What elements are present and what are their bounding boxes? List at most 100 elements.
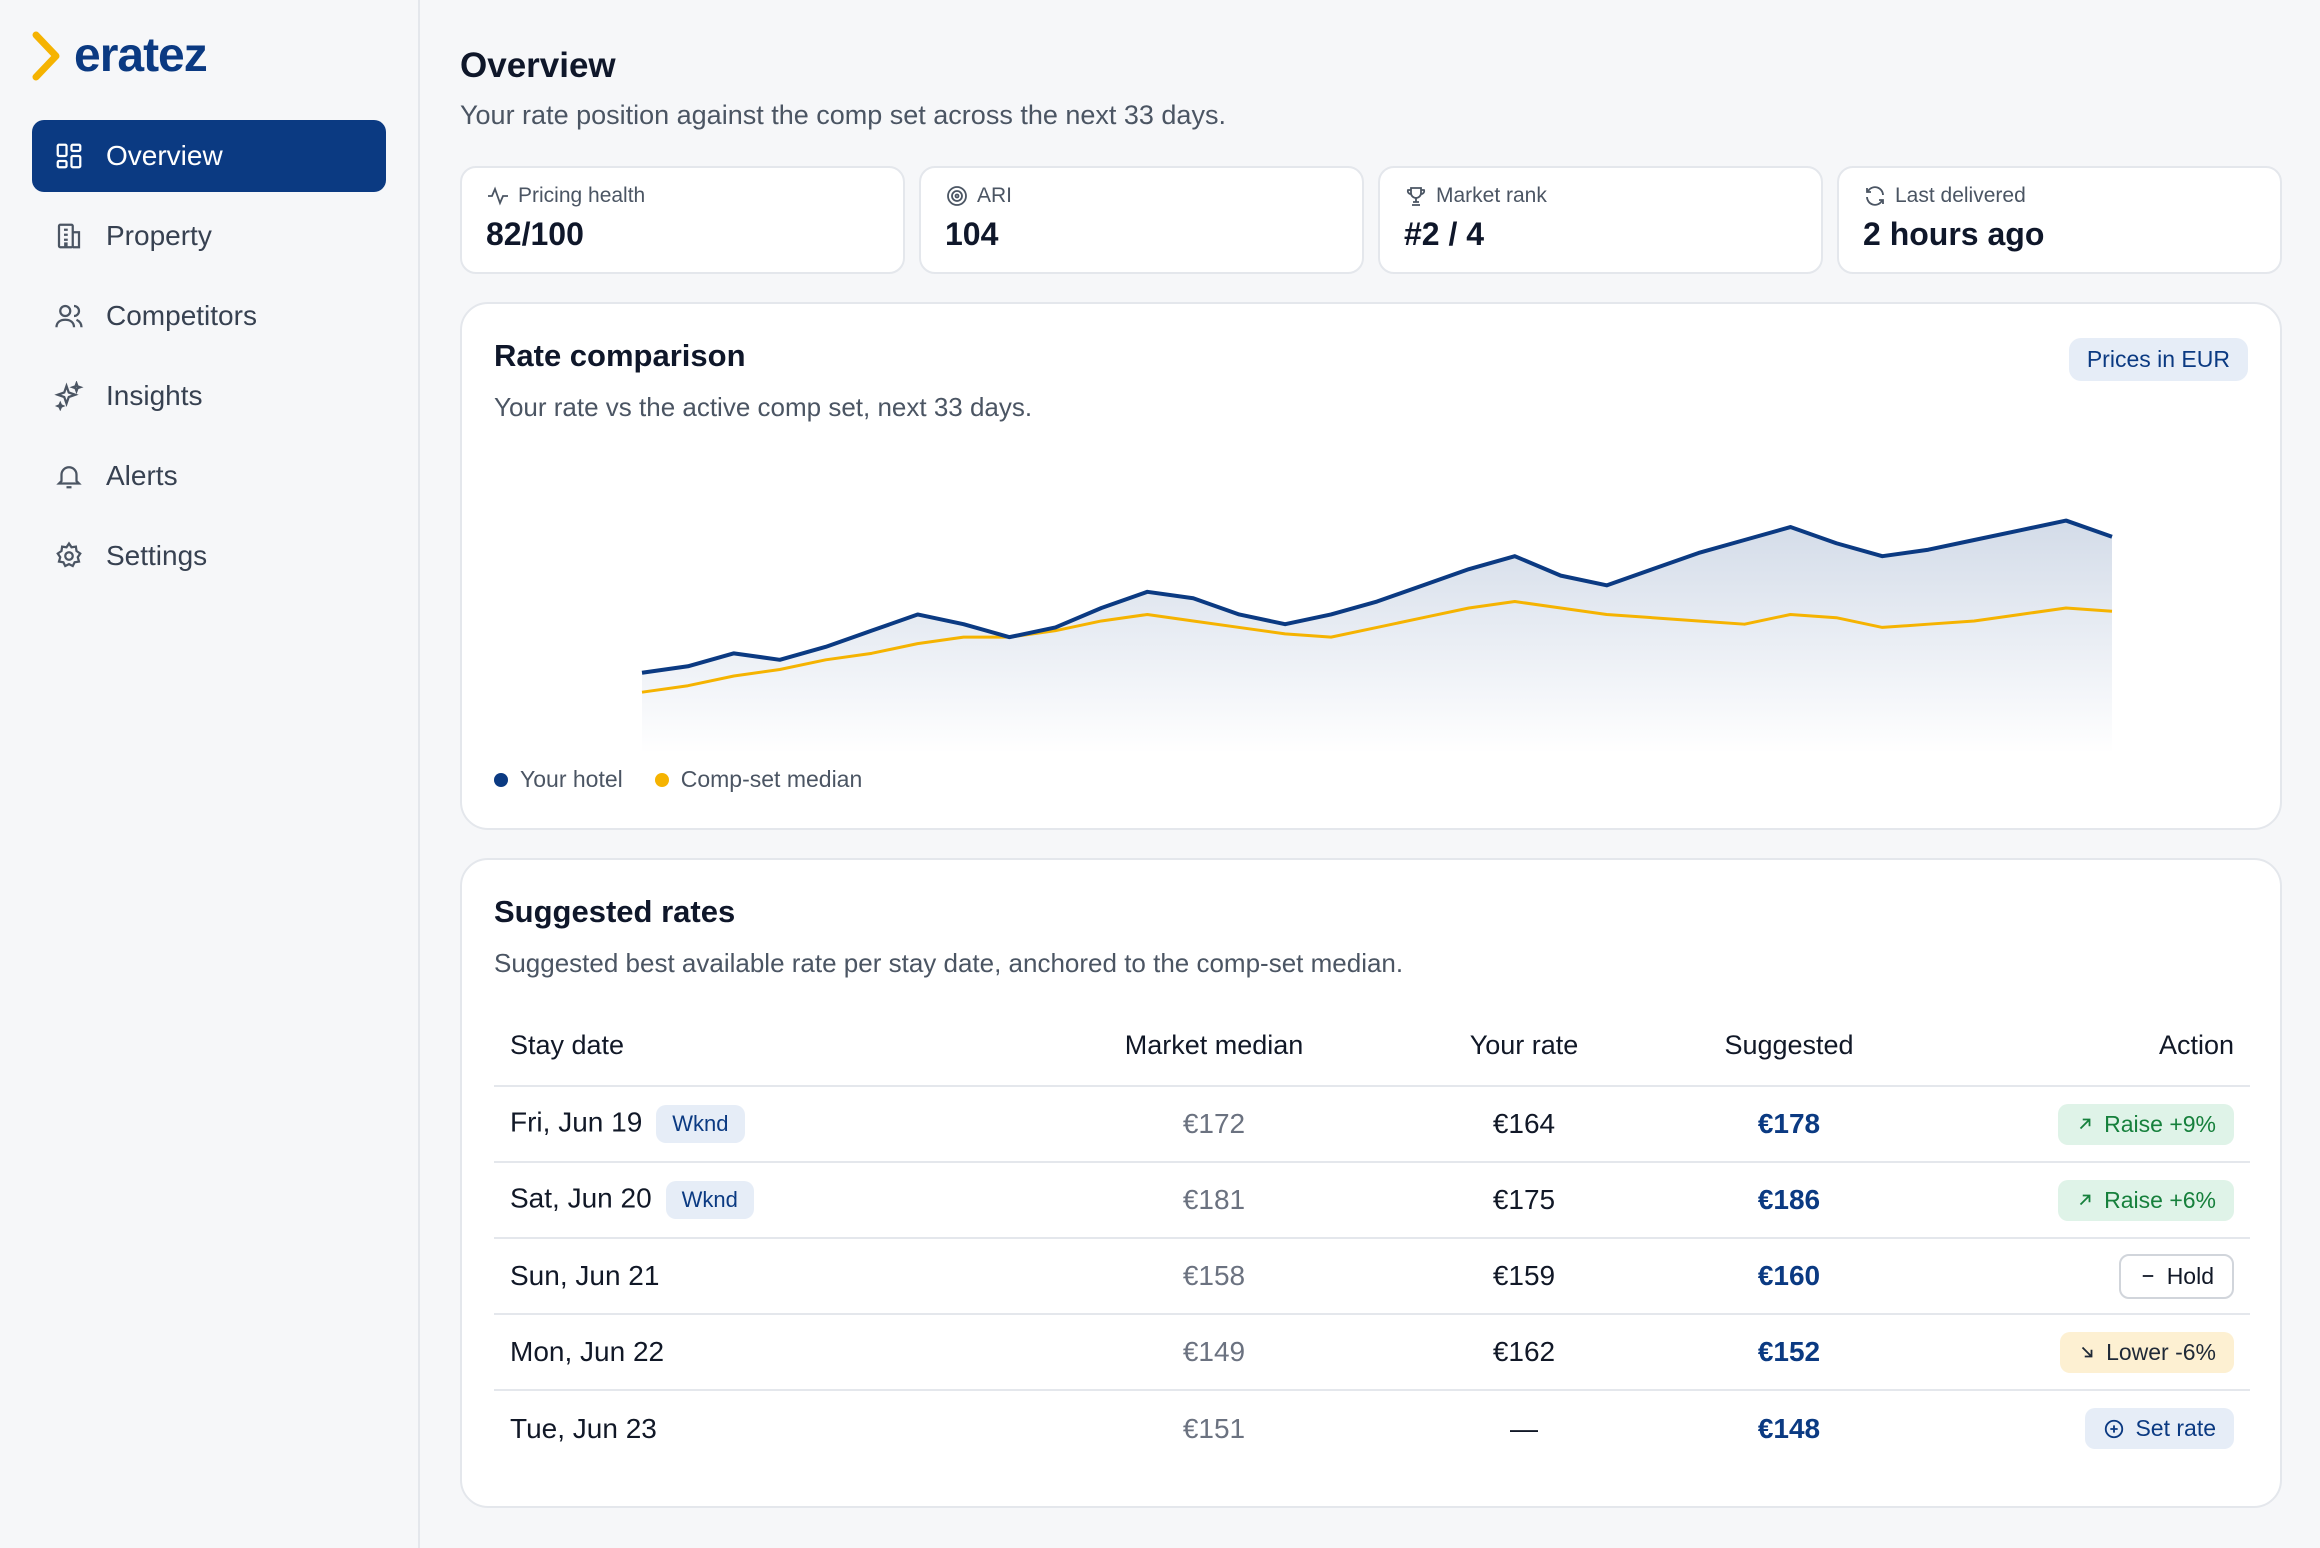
arrow-up-right-icon (2079, 1118, 2091, 1130)
stay-date: Mon, Jun 22 (510, 1336, 665, 1367)
column-header-suggested: Suggested (1674, 1006, 1904, 1087)
your-rate: €175 (1374, 1162, 1674, 1239)
legend-item-your-hotel: Your hotel (494, 766, 623, 793)
table-row: Fri, Jun 19 Wknd €172 €164 €178 Raise +9% (494, 1086, 2250, 1163)
stay-date: Sat, Jun 20 (510, 1182, 652, 1214)
rate-comparison-card: Rate comparison Your rate vs the active … (460, 302, 2282, 830)
sidebar-item-label: Insights (106, 380, 203, 411)
card-title: Rate comparison (494, 338, 746, 373)
sidebar-item-property[interactable]: Property (32, 200, 386, 272)
suggested-rate: €148 (1757, 1412, 1821, 1444)
raise-button[interactable]: Raise +6% (2058, 1179, 2234, 1221)
stat-label: Pricing health (518, 184, 646, 207)
stat-value: 104 (945, 216, 999, 252)
stat-card-last-delivered: Last delivered 2 hours ago (1837, 166, 2282, 274)
raise-button[interactable]: Raise +9% (2058, 1103, 2234, 1145)
sidebar-item-label: Overview (106, 140, 223, 171)
minus-icon (2142, 1275, 2153, 1277)
hold-button[interactable]: Hold (2118, 1253, 2234, 1299)
plus-circle-icon (2105, 1419, 2124, 1438)
stat-value: #2 / 4 (1404, 216, 1485, 252)
column-header-your-rate: Your rate (1374, 1006, 1674, 1087)
brand-name: eratez (74, 29, 208, 82)
sparkles-icon (52, 379, 86, 413)
stats-row: Pricing health 82/100 ARI 104 Market ran… (460, 166, 2282, 274)
table-row: Sat, Jun 20 Wknd €181 €175 €186 Raise +6% (494, 1162, 2250, 1239)
card-subtitle: Suggested best available rate per stay d… (494, 948, 1404, 978)
users-icon (52, 299, 86, 333)
table-row: Tue, Jun 23 €151 — €148 Set rate (494, 1390, 2250, 1466)
table-header-row: Stay date Market median Your rate Sugges… (494, 1006, 2250, 1087)
currency-badge: Prices in EUR (2068, 338, 2248, 381)
suggested-rate: €186 (1674, 1162, 1904, 1239)
suggested-rate: €160 (1674, 1238, 1904, 1315)
building-icon (52, 219, 86, 253)
your-hotel-area (642, 520, 2112, 754)
stat-label: Market rank (1436, 184, 1547, 207)
activity-icon (488, 186, 508, 206)
sidebar-item-overview[interactable]: Overview (32, 120, 386, 192)
legend-label: Your hotel (520, 766, 623, 792)
your-rate: €162 (1374, 1314, 1674, 1391)
card-title: Suggested rates (494, 894, 736, 929)
chevron-logo-icon (32, 31, 60, 80)
legend-item-comp-set: Comp-set median (654, 766, 863, 793)
sidebar: eratez Overview Property Competitors Ins… (0, 0, 420, 1548)
rate-comparison-chart (641, 518, 2113, 754)
market-median: €149 (1054, 1314, 1374, 1391)
weekend-badge: Wknd (656, 1105, 745, 1143)
trophy-icon (1406, 187, 1426, 206)
stay-date: Tue, Jun 23 (510, 1412, 657, 1444)
refresh-icon (1866, 186, 1884, 206)
your-rate: €159 (1374, 1238, 1674, 1315)
your-rate: €164 (1374, 1086, 1674, 1163)
stat-card-ari: ARI 104 (919, 166, 1364, 274)
weekend-badge: Wknd (665, 1181, 754, 1219)
market-median: €158 (1054, 1238, 1374, 1315)
action-label: Hold (2166, 1262, 2214, 1289)
legend-label: Comp-set median (680, 766, 863, 792)
table-row: Mon, Jun 22 €149 €162 €152 Lower -6% (494, 1314, 2250, 1391)
suggested-rates-table: Stay date Market median Your rate Sugges… (494, 1006, 2250, 1466)
stat-card-pricing-health: Pricing health 82/100 (460, 166, 905, 274)
suggested-rate: €178 (1674, 1086, 1904, 1163)
brand-logo[interactable]: eratez (30, 28, 208, 83)
sidebar-item-competitors[interactable]: Competitors (32, 280, 386, 352)
market-median: €151 (1182, 1412, 1246, 1444)
stay-date: Sun, Jun 21 (510, 1260, 660, 1291)
action-label: Lower -6% (2106, 1338, 2216, 1365)
sidebar-nav: Overview Property Competitors Insights A… (32, 120, 386, 600)
column-header-stay-date: Stay date (494, 1006, 1054, 1087)
page-subtitle: Your rate position against the comp set … (460, 100, 1226, 130)
bell-icon (52, 459, 86, 493)
set-rate-button[interactable]: Set rate (2085, 1408, 2234, 1449)
action-label: Raise +9% (2104, 1110, 2216, 1137)
arrow-down-right-icon (2081, 1346, 2093, 1358)
gear-icon (52, 539, 86, 573)
column-header-action: Action (1904, 1006, 2250, 1087)
chart-legend: Your hotel Comp-set median (494, 766, 862, 793)
table-row: Sun, Jun 21 €158 €159 €160 Hold (494, 1238, 2250, 1315)
market-median: €181 (1054, 1162, 1374, 1239)
stat-label: ARI (977, 184, 1013, 207)
action-label: Raise +6% (2104, 1186, 2216, 1213)
sidebar-item-label: Alerts (106, 460, 178, 491)
stat-label: Last delivered (1895, 184, 2026, 207)
your-rate: — (1510, 1412, 1538, 1444)
arrow-up-right-icon (2079, 1194, 2091, 1206)
legend-dot (494, 772, 508, 787)
stay-date: Fri, Jun 19 (510, 1106, 643, 1138)
column-header-market-median: Market median (1054, 1006, 1374, 1087)
lower-button[interactable]: Lower -6% (2060, 1331, 2234, 1373)
sidebar-item-alerts[interactable]: Alerts (32, 440, 386, 512)
sidebar-item-settings[interactable]: Settings (32, 520, 386, 592)
grid-icon (52, 139, 86, 173)
sidebar-item-label: Competitors (106, 300, 257, 331)
card-subtitle: Your rate vs the active comp set, next 3… (494, 392, 1033, 422)
sidebar-item-insights[interactable]: Insights (32, 360, 386, 432)
sidebar-item-label: Property (106, 220, 212, 251)
stat-card-market-rank: Market rank #2 / 4 (1378, 166, 1823, 274)
action-label: Set rate (2135, 1415, 2216, 1441)
suggested-rates-card: Suggested rates Suggested best available… (460, 858, 2282, 1508)
stat-value: 82/100 (486, 216, 584, 252)
